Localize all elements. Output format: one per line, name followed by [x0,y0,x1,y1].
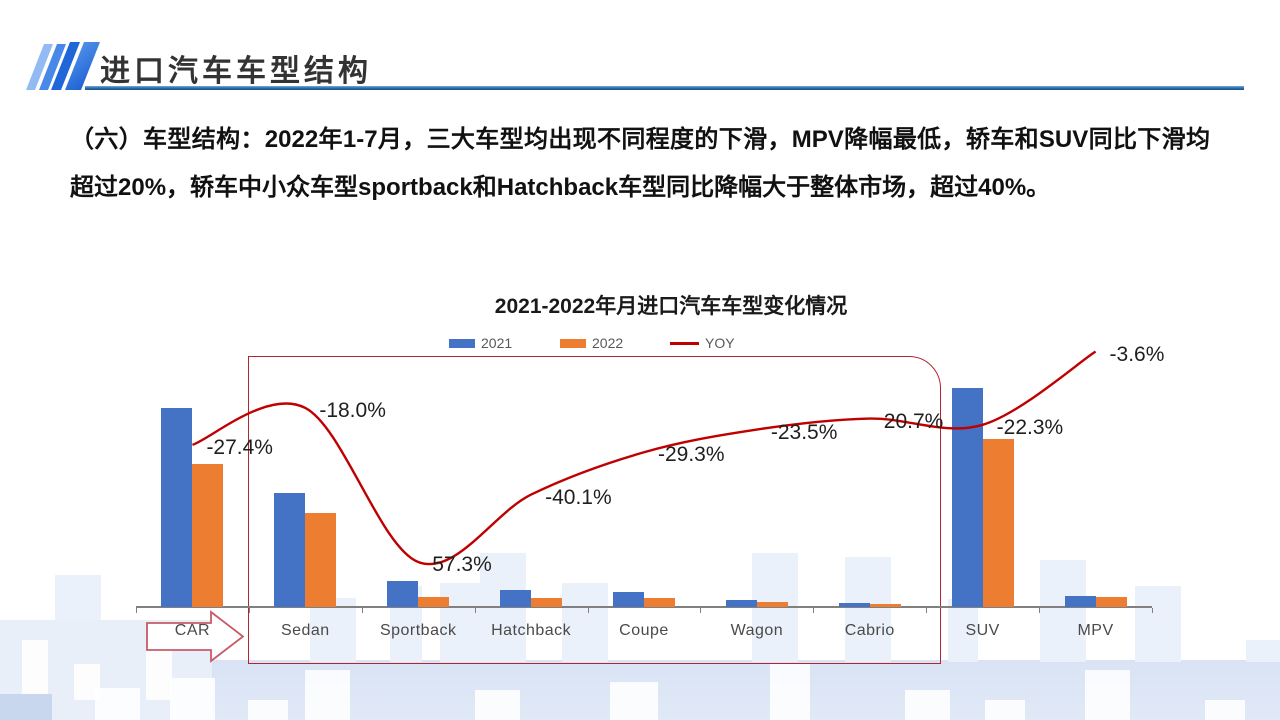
yoy-value-label-suv: -22.3% [996,415,1064,439]
chart-title: 2021-2022年月进口汽车车型变化情况 [494,295,848,318]
legend-item-yoy: YOY [670,335,735,351]
category-label-car: CAR [174,622,211,639]
category-label-mpv: MPV [1077,622,1114,639]
legend-swatch-2021 [449,338,475,348]
category-label-cabrio: Cabrio [844,622,895,639]
skyline-rect [1085,670,1130,720]
skyline-rect [905,690,950,720]
bar-2022-sportback [418,597,450,607]
yoy-value-label-car: -27.4% [206,435,273,459]
body-paragraph: （六）车型结构：2022年1-7月，三大车型均出现不同程度的下滑，MPV降幅最低… [70,126,1210,201]
skyline-rect [845,557,891,662]
skyline-rect [170,678,215,720]
x-axis-tick [1152,608,1153,613]
slashes-logo-icon [26,42,100,90]
bar-2022-hatchback [531,598,563,607]
skyline-rect [770,664,810,720]
bar-2022-coupe [644,598,675,607]
skyline-rect [562,583,608,662]
legend-label-2021: 2021 [481,335,513,351]
bar-2022-cabrio [869,604,901,607]
bar-2021-wagon [725,600,757,607]
skyline-rect [146,646,172,700]
x-axis-tick [248,608,250,613]
category-label-wagon: Wagon [730,622,784,639]
skyline-rect [985,700,1025,720]
skyline-rect [1205,700,1245,720]
skyline-rect [1246,640,1280,662]
page-title: 进口汽车车型结构 [100,55,372,88]
bar-2022-wagon [756,602,788,607]
x-axis-tick [474,608,476,613]
bar-2022-sedan [305,513,337,607]
category-label-suv: SUV [965,622,1000,639]
title-underline [85,86,1244,90]
skyline-rect [948,599,978,662]
skyline-rect [0,694,52,720]
legend-item-2021: 2021 [449,335,512,351]
legend-label-yoy: YOY [705,335,735,351]
yoy-value-label-cabrio: 20.7% [883,409,944,433]
x-axis-tick [587,608,589,613]
bar-2021-coupe [613,592,644,607]
x-axis-tick [813,608,815,613]
yoy-value-label-wagon: -23.5% [770,420,838,444]
category-label-sedan: Sedan [280,622,330,639]
category-label-coupe: Coupe [619,622,669,639]
skyline-rect [440,583,480,662]
bar-2021-mpv [1064,596,1096,607]
bar-2021-suv [951,388,983,607]
x-axis-tick [700,608,702,613]
legend-swatch-yoy [670,341,699,345]
yoy-value-label-sportback: 57.3% [432,553,492,577]
category-label-hatchback: Hatchback [491,622,572,639]
yoy-value-label-mpv: -3.6% [1109,342,1165,366]
legend-swatch-2022 [560,338,586,348]
bar-2022-mpv [1095,597,1127,607]
legend-label-2022: 2022 [592,335,624,351]
skyline-rect [305,670,350,720]
yoy-value-label-hatchback: -40.1% [545,485,612,509]
yoy-value-label-sedan: -18.0% [319,398,386,422]
bar-2021-sportback [387,581,419,607]
bar-2021-hatchback [500,590,532,607]
skyline-rect [475,690,520,720]
skyline-rect [310,598,356,662]
skyline-rect [610,682,658,720]
x-axis-tick [361,608,363,613]
x-axis [136,606,1152,608]
x-axis-tick [1039,608,1041,613]
skyline-rect [95,688,140,720]
bar-2021-car [161,408,193,607]
bar-2022-suv [982,439,1014,607]
bar-2021-cabrio [838,603,870,607]
category-label-sportback: Sportback [379,622,457,639]
x-axis-tick [926,608,928,613]
skyline-rect [248,700,288,720]
bar-2021-sedan [274,493,306,607]
yoy-value-label-coupe: -29.3% [658,443,725,467]
bar-2022-car [192,464,224,607]
legend-item-2022: 2022 [560,335,623,351]
x-axis-tick [136,608,137,613]
skyline-rect [22,640,48,700]
skyline-rect [1135,586,1181,662]
skyline-rect [1040,560,1086,662]
